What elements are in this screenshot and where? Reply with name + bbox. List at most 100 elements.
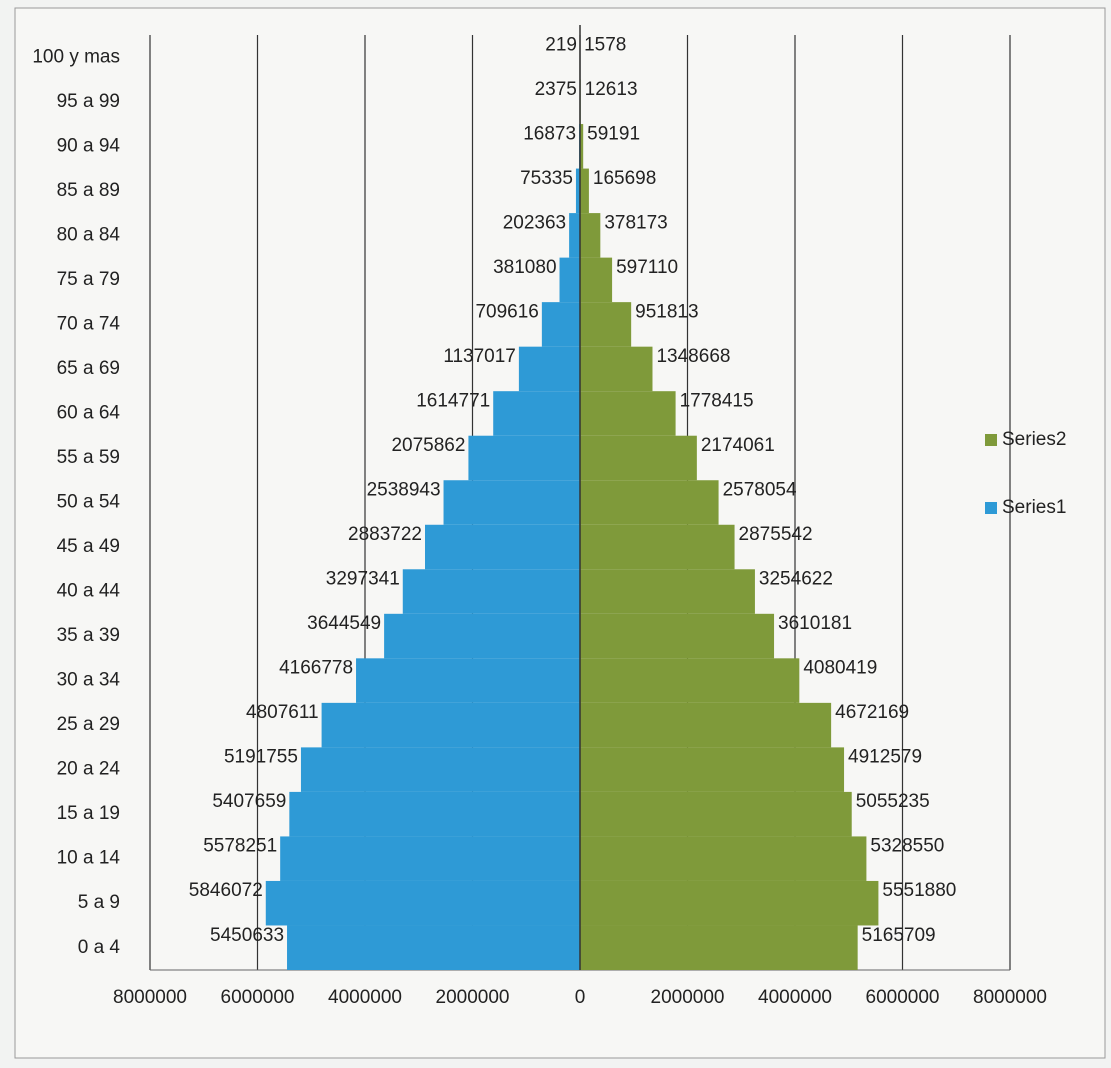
y-tick-label: 35 a 39 xyxy=(57,625,120,646)
data-label: 597110 xyxy=(616,257,678,278)
legend-label: Series2 xyxy=(1002,429,1066,450)
data-label: 3254622 xyxy=(759,569,833,590)
data-label: 2375 xyxy=(535,79,577,100)
data-label: 4166778 xyxy=(279,658,353,679)
data-label: 951813 xyxy=(635,301,698,322)
x-tick-label: 4000000 xyxy=(328,987,402,1008)
bar xyxy=(580,302,632,347)
y-tick-label: 30 a 34 xyxy=(57,670,121,691)
bar xyxy=(580,524,735,570)
y-tick-label: 95 a 99 xyxy=(57,91,120,112)
data-label: 5846072 xyxy=(189,880,263,901)
data-label: 3644549 xyxy=(307,613,381,634)
bar xyxy=(265,880,580,926)
data-label: 5328550 xyxy=(870,836,944,857)
data-label: 1137017 xyxy=(443,346,516,367)
data-label: 75335 xyxy=(520,168,573,189)
data-label: 5407659 xyxy=(212,791,286,812)
bar xyxy=(580,925,858,970)
bar xyxy=(580,880,879,926)
bar xyxy=(580,124,584,169)
x-tick-label: 0 xyxy=(575,987,586,1008)
x-tick-label: 8000000 xyxy=(113,987,187,1008)
x-tick-label: 4000000 xyxy=(758,987,832,1008)
data-label: 2538943 xyxy=(367,480,441,501)
data-label: 5578251 xyxy=(203,836,277,857)
bar xyxy=(580,391,676,436)
bar xyxy=(443,480,580,525)
data-label: 3297341 xyxy=(326,569,400,590)
bar xyxy=(300,747,580,792)
bar xyxy=(580,569,755,614)
data-label: 4912579 xyxy=(848,747,922,768)
y-tick-label: 5 a 9 xyxy=(78,892,120,913)
bar xyxy=(402,569,580,614)
bar xyxy=(580,435,697,481)
legend-label: Series1 xyxy=(1002,497,1066,518)
bar xyxy=(575,168,580,214)
y-tick-label: 75 a 79 xyxy=(57,269,120,290)
bar xyxy=(321,702,580,748)
data-label: 202363 xyxy=(503,212,566,233)
bar xyxy=(518,346,580,392)
data-label: 5191755 xyxy=(224,747,298,768)
data-label: 2174061 xyxy=(701,435,775,456)
y-tick-label: 15 a 19 xyxy=(57,803,120,824)
y-tick-label: 50 a 54 xyxy=(57,492,121,513)
bar xyxy=(580,658,800,703)
bar xyxy=(356,658,580,703)
data-label: 1578 xyxy=(584,34,626,55)
bar xyxy=(580,213,601,258)
bar xyxy=(289,791,580,837)
data-label: 5450633 xyxy=(210,925,284,946)
y-tick-label: 0 a 4 xyxy=(78,937,121,958)
bar xyxy=(384,613,580,659)
bar xyxy=(580,168,589,214)
x-tick-label: 6000000 xyxy=(221,987,295,1008)
data-label: 5551880 xyxy=(882,880,956,901)
data-label: 4672169 xyxy=(835,702,909,723)
data-label: 2875542 xyxy=(739,524,813,545)
bar xyxy=(493,391,580,436)
data-label: 3610181 xyxy=(778,613,852,634)
bar xyxy=(580,613,775,659)
y-tick-label: 45 a 49 xyxy=(57,536,120,557)
data-label: 1614771 xyxy=(416,390,490,411)
bar xyxy=(580,480,719,525)
y-tick-label: 60 a 64 xyxy=(57,402,121,423)
bar xyxy=(580,836,867,881)
data-label: 5055235 xyxy=(856,791,930,812)
y-tick-label: 70 a 74 xyxy=(57,313,121,334)
y-tick-label: 20 a 24 xyxy=(57,759,121,780)
bar xyxy=(280,836,580,881)
bar xyxy=(541,302,580,347)
y-tick-label: 55 a 59 xyxy=(57,447,120,468)
data-label: 5165709 xyxy=(862,925,936,946)
bar xyxy=(424,524,580,570)
y-tick-label: 65 a 69 xyxy=(57,358,120,379)
data-label: 2883722 xyxy=(348,524,422,545)
data-label: 219 xyxy=(545,34,577,55)
legend-swatch xyxy=(985,502,997,514)
data-label: 1778415 xyxy=(680,390,754,411)
data-label: 16873 xyxy=(523,123,576,144)
data-label: 1348668 xyxy=(656,346,730,367)
x-tick-label: 2000000 xyxy=(436,987,510,1008)
y-tick-label: 80 a 84 xyxy=(57,224,121,245)
data-label: 12613 xyxy=(585,79,638,100)
data-label: 4080419 xyxy=(803,658,877,679)
data-label: 4807611 xyxy=(246,702,319,723)
data-label: 2578054 xyxy=(723,480,797,501)
x-tick-label: 8000000 xyxy=(973,987,1047,1008)
bar xyxy=(580,257,613,303)
bar xyxy=(559,257,580,303)
bar xyxy=(580,791,852,837)
y-tick-label: 100 y mas xyxy=(32,46,120,67)
bar xyxy=(287,925,580,970)
y-tick-label: 10 a 14 xyxy=(57,848,121,869)
y-tick-label: 85 a 89 xyxy=(57,180,120,201)
legend-swatch xyxy=(985,434,997,446)
data-label: 59191 xyxy=(587,123,640,144)
data-label: 165698 xyxy=(593,168,656,189)
